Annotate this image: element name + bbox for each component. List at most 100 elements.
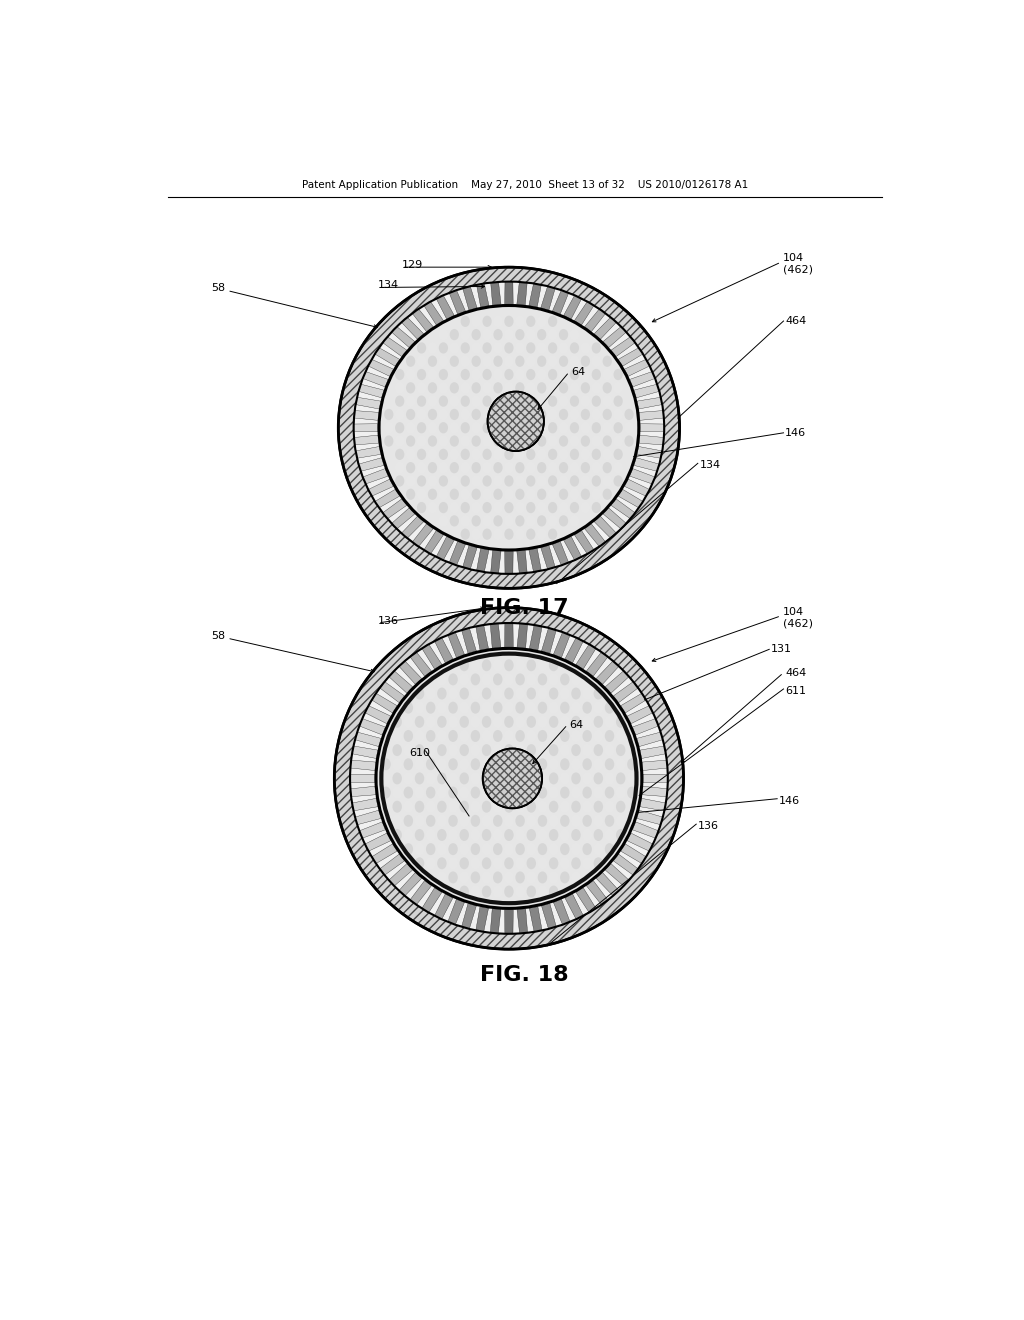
Ellipse shape xyxy=(415,829,424,841)
Polygon shape xyxy=(541,286,555,310)
Ellipse shape xyxy=(504,843,514,855)
Ellipse shape xyxy=(494,422,503,433)
Polygon shape xyxy=(352,799,378,810)
Polygon shape xyxy=(424,531,443,554)
Ellipse shape xyxy=(482,315,492,327)
Ellipse shape xyxy=(515,436,524,446)
Polygon shape xyxy=(639,436,664,445)
Ellipse shape xyxy=(450,449,459,459)
Ellipse shape xyxy=(482,368,492,380)
Ellipse shape xyxy=(592,383,601,393)
Ellipse shape xyxy=(526,829,536,841)
Ellipse shape xyxy=(437,787,446,799)
Ellipse shape xyxy=(581,502,590,513)
Ellipse shape xyxy=(428,462,437,474)
Ellipse shape xyxy=(549,715,558,727)
Ellipse shape xyxy=(471,673,480,685)
Ellipse shape xyxy=(592,422,601,433)
Ellipse shape xyxy=(569,475,580,487)
Ellipse shape xyxy=(449,758,458,771)
Ellipse shape xyxy=(494,449,503,459)
Polygon shape xyxy=(633,718,658,735)
Ellipse shape xyxy=(526,409,536,420)
Ellipse shape xyxy=(461,502,470,513)
Ellipse shape xyxy=(504,730,514,742)
Ellipse shape xyxy=(515,886,525,898)
Ellipse shape xyxy=(594,772,603,784)
Ellipse shape xyxy=(450,329,459,341)
Ellipse shape xyxy=(403,814,413,826)
Ellipse shape xyxy=(602,449,612,459)
Polygon shape xyxy=(630,371,655,387)
Ellipse shape xyxy=(437,715,446,727)
Polygon shape xyxy=(528,548,542,572)
Ellipse shape xyxy=(417,502,426,513)
Ellipse shape xyxy=(428,342,437,354)
Ellipse shape xyxy=(437,801,446,813)
Ellipse shape xyxy=(515,702,525,714)
Ellipse shape xyxy=(392,787,401,799)
Polygon shape xyxy=(505,623,513,647)
Ellipse shape xyxy=(395,475,404,487)
Ellipse shape xyxy=(438,462,449,474)
Ellipse shape xyxy=(592,396,601,407)
Ellipse shape xyxy=(493,688,503,700)
Ellipse shape xyxy=(482,688,492,700)
Ellipse shape xyxy=(537,488,547,500)
Ellipse shape xyxy=(515,801,525,813)
Ellipse shape xyxy=(438,368,449,380)
Ellipse shape xyxy=(537,436,547,446)
Ellipse shape xyxy=(426,857,435,870)
Ellipse shape xyxy=(449,688,458,700)
Polygon shape xyxy=(422,644,442,669)
Ellipse shape xyxy=(449,814,458,826)
Ellipse shape xyxy=(460,688,469,700)
Ellipse shape xyxy=(493,772,503,784)
Ellipse shape xyxy=(471,342,481,354)
Ellipse shape xyxy=(403,772,413,784)
Ellipse shape xyxy=(415,688,424,700)
Ellipse shape xyxy=(560,688,569,700)
Ellipse shape xyxy=(376,648,642,908)
Ellipse shape xyxy=(569,342,580,354)
Ellipse shape xyxy=(471,702,480,714)
Ellipse shape xyxy=(605,730,614,742)
Polygon shape xyxy=(362,469,388,484)
Polygon shape xyxy=(643,774,668,783)
Ellipse shape xyxy=(537,329,547,341)
Ellipse shape xyxy=(471,436,481,446)
Ellipse shape xyxy=(616,772,626,784)
Ellipse shape xyxy=(515,342,524,354)
Polygon shape xyxy=(553,632,570,657)
Polygon shape xyxy=(413,524,433,546)
Ellipse shape xyxy=(569,368,580,380)
Ellipse shape xyxy=(537,396,547,407)
Polygon shape xyxy=(463,286,477,310)
Ellipse shape xyxy=(471,801,480,813)
Ellipse shape xyxy=(406,462,416,474)
Polygon shape xyxy=(476,548,489,572)
Ellipse shape xyxy=(592,502,601,513)
Ellipse shape xyxy=(583,857,592,870)
Polygon shape xyxy=(603,326,627,347)
Ellipse shape xyxy=(549,829,558,841)
Ellipse shape xyxy=(538,702,547,714)
Ellipse shape xyxy=(437,744,446,756)
Polygon shape xyxy=(605,863,629,886)
Polygon shape xyxy=(611,499,635,519)
Ellipse shape xyxy=(605,744,614,756)
Ellipse shape xyxy=(571,857,581,870)
Polygon shape xyxy=(627,833,653,851)
Polygon shape xyxy=(517,623,527,648)
Ellipse shape xyxy=(569,488,580,500)
Polygon shape xyxy=(354,436,379,445)
Ellipse shape xyxy=(613,396,623,407)
Ellipse shape xyxy=(460,843,469,855)
Ellipse shape xyxy=(548,409,557,420)
Ellipse shape xyxy=(482,886,492,898)
Ellipse shape xyxy=(494,515,503,527)
Polygon shape xyxy=(372,843,397,863)
Ellipse shape xyxy=(537,342,547,354)
Polygon shape xyxy=(541,545,555,569)
Ellipse shape xyxy=(504,409,514,420)
